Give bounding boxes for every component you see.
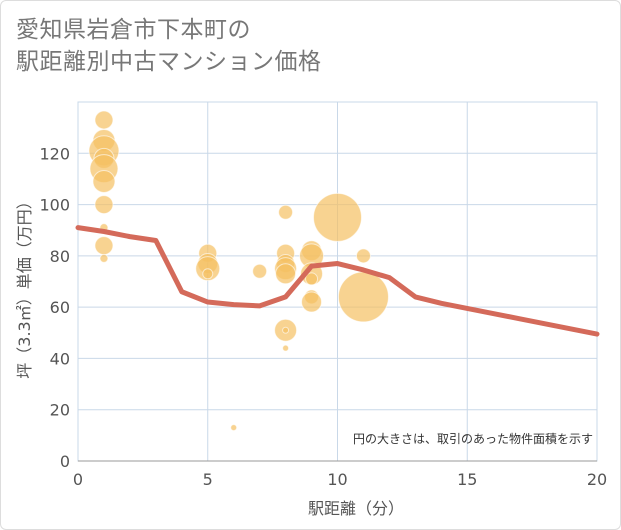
- x-tick-label: 10: [327, 470, 347, 489]
- x-axis-label: 駅距離（分）: [308, 499, 404, 518]
- grid-lines: [77, 101, 598, 462]
- chart-title-line-2: 駅距離別中古マンション価格: [16, 49, 322, 75]
- y-axis-label: 坪（3.3㎡）単価（万円）: [15, 193, 34, 378]
- y-tick-label: 80: [50, 247, 70, 266]
- chart-title-line-1: 愛知県岩倉市下本町の: [16, 17, 251, 43]
- y-tick-label: 100: [39, 196, 70, 215]
- data-point: [252, 263, 268, 279]
- trend-line: [75, 225, 600, 337]
- data-point: [92, 169, 116, 193]
- y-tick-label: 40: [50, 349, 70, 368]
- data-point: [275, 263, 297, 285]
- y-tick-label: 0: [60, 452, 70, 471]
- data-point: [94, 110, 114, 130]
- x-tick-label: 5: [203, 470, 213, 489]
- data-point: [202, 268, 214, 280]
- x-tick-label: 15: [457, 470, 477, 489]
- data-point: [282, 326, 290, 334]
- chart-title: 愛知県岩倉市下本町の 駅距離別中古マンション価格: [16, 14, 322, 78]
- y-tick-label: 60: [50, 298, 70, 317]
- data-point: [355, 248, 371, 264]
- data-point: [278, 204, 294, 220]
- data-point: [99, 253, 109, 263]
- x-tick-label: 0: [73, 470, 83, 489]
- data-point: [94, 236, 114, 256]
- y-tick-label: 20: [50, 401, 70, 420]
- data-point: [282, 344, 290, 352]
- x-tick-label: 20: [587, 470, 607, 489]
- data-point: [230, 424, 238, 432]
- data-point: [337, 271, 389, 323]
- data-point: [94, 195, 114, 215]
- y-tick-label: 120: [39, 144, 70, 163]
- bubble-size-note: 円の大きさは、取引のあった物件面積を示す: [353, 431, 593, 446]
- bubble-series: [88, 110, 389, 432]
- tick-labels: 0 20 40 60 80 100 120 0 5 10 15 20: [39, 144, 607, 489]
- trend-line-layer: [75, 225, 600, 337]
- data-point: [305, 272, 319, 286]
- data-point: [313, 192, 362, 242]
- data-point: [301, 291, 323, 313]
